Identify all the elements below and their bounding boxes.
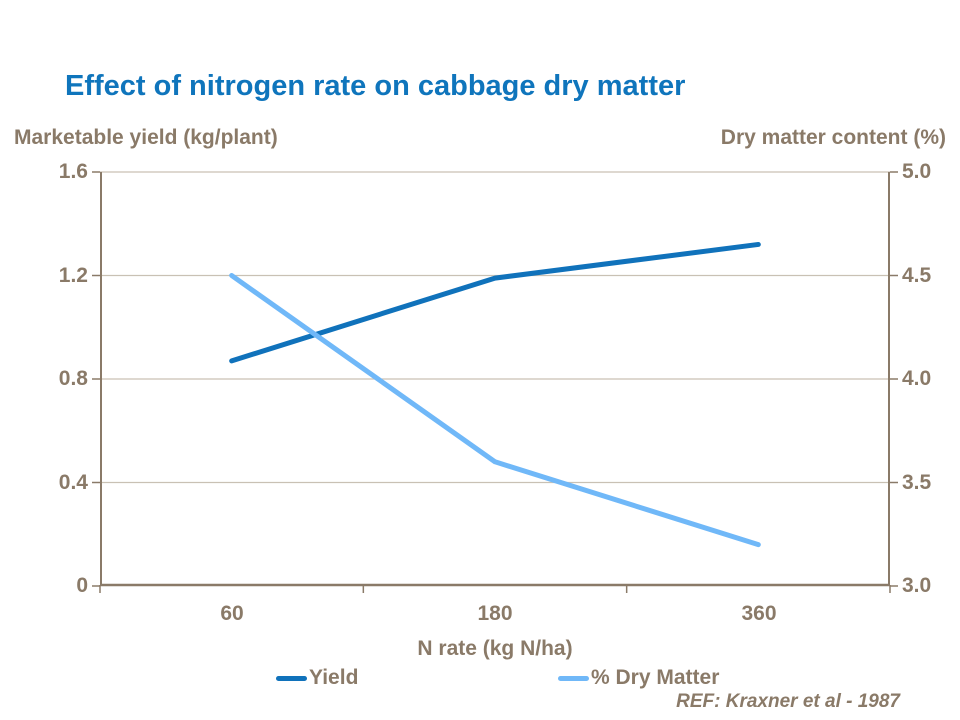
yield-line-swatch-icon [276,675,307,681]
xtick-label: 360 [741,602,777,625]
left-axis-title: Marketable yield (kg/plant) [14,126,278,149]
plot-area-svg [92,171,898,593]
dry-matter-line-swatch-icon [558,675,589,681]
right-ytick-label: 4.0 [902,367,932,390]
xtick-label: 60 [220,602,244,625]
legend-label-dry-matter: % Dry Matter [591,666,720,689]
legend-item-dry-matter: % Dry Matter [558,664,719,692]
dry-matter-line [229,273,761,548]
right-axis-title: Dry matter content (%) [720,126,946,149]
x-axis-title: N rate (kg N/ha) [417,637,573,660]
right-ytick-label: 3.0 [902,574,932,597]
left-ytick-label: 0.4 [58,470,88,494]
legend-item-yield: Yield [276,664,358,692]
left-ytick-label: 1.2 [58,263,88,287]
reference-note: REF: Kraxner et al - 1987 [676,691,900,712]
right-ytick-label: 4.5 [902,263,932,287]
yield-line [229,241,761,364]
right-ytick-label: 3.5 [902,470,932,494]
left-ytick-label: 0.8 [58,367,88,390]
legend-label-yield: Yield [309,666,359,689]
xtick-label: 180 [477,602,513,625]
left-ytick-label: 1.6 [58,160,88,183]
chart-title: Effect of nitrogen rate on cabbage dry m… [65,70,686,102]
right-ytick-label: 5.0 [902,160,932,183]
left-ytick-label: 0 [76,574,88,597]
plot-area [92,171,898,593]
